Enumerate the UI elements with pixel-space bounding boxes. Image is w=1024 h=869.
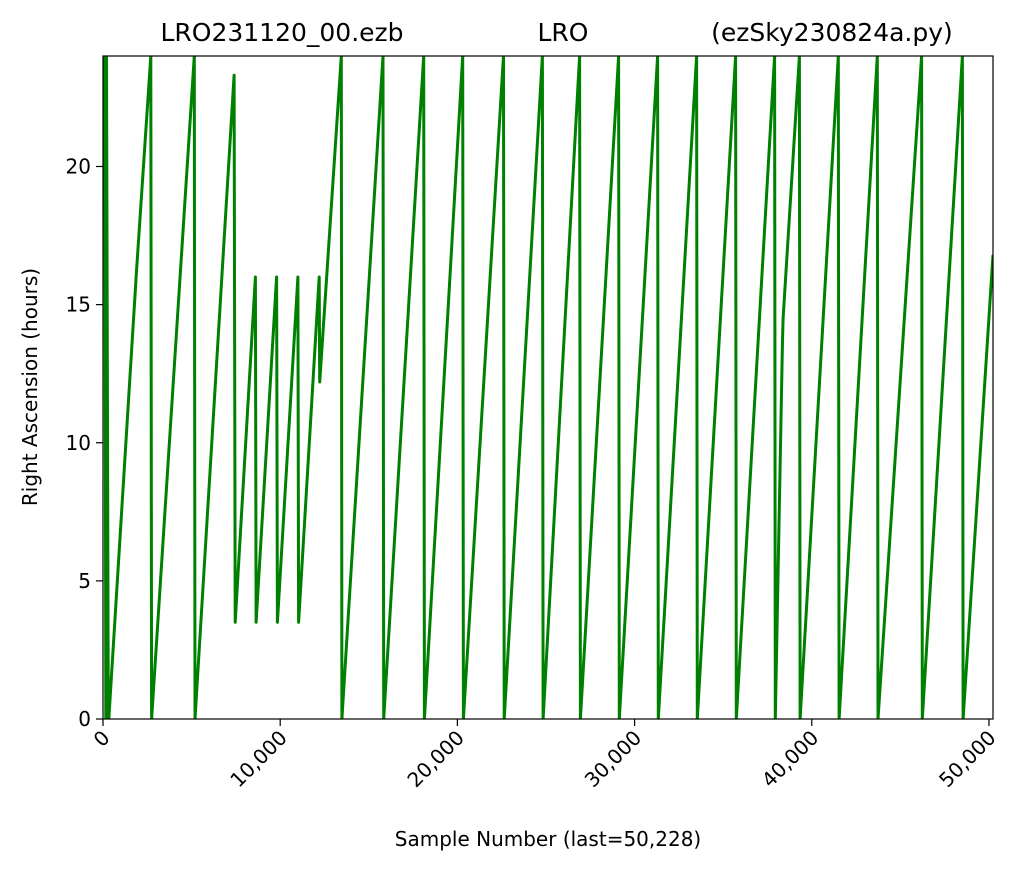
x-tick-label: 50,000: [934, 726, 1000, 792]
title-filename: LRO231120_00.ezb: [160, 18, 403, 47]
x-tick-label: 0: [89, 726, 115, 752]
series-layer: [103, 56, 993, 719]
x-tick-label: 30,000: [580, 726, 646, 792]
y-axis: 0 5 10 15 20: [66, 155, 103, 731]
x-axis-label: Sample Number (last=50,228): [395, 827, 701, 851]
y-tick-label: 20: [66, 155, 91, 179]
title-script: (ezSky230824a.py): [711, 18, 953, 47]
plot-frame: [102, 55, 994, 720]
y-axis-label: Right Ascension (hours): [18, 268, 42, 506]
x-tick-label: 10,000: [225, 726, 291, 792]
title-station: LRO: [538, 18, 589, 47]
y-tick-label: 5: [78, 569, 91, 593]
x-axis: 0 10,000 20,000 30,000 40,000 50,000: [89, 719, 1000, 792]
x-tick-label: 40,000: [757, 726, 823, 792]
series-line-0: [103, 56, 993, 719]
x-tick-label: 20,000: [402, 726, 468, 792]
chart-title: LRO231120_00.ezb LRO (ezSky230824a.py): [160, 18, 952, 47]
y-tick-label: 0: [78, 707, 91, 731]
y-tick-label: 15: [66, 293, 91, 317]
y-tick-label: 10: [66, 431, 91, 455]
